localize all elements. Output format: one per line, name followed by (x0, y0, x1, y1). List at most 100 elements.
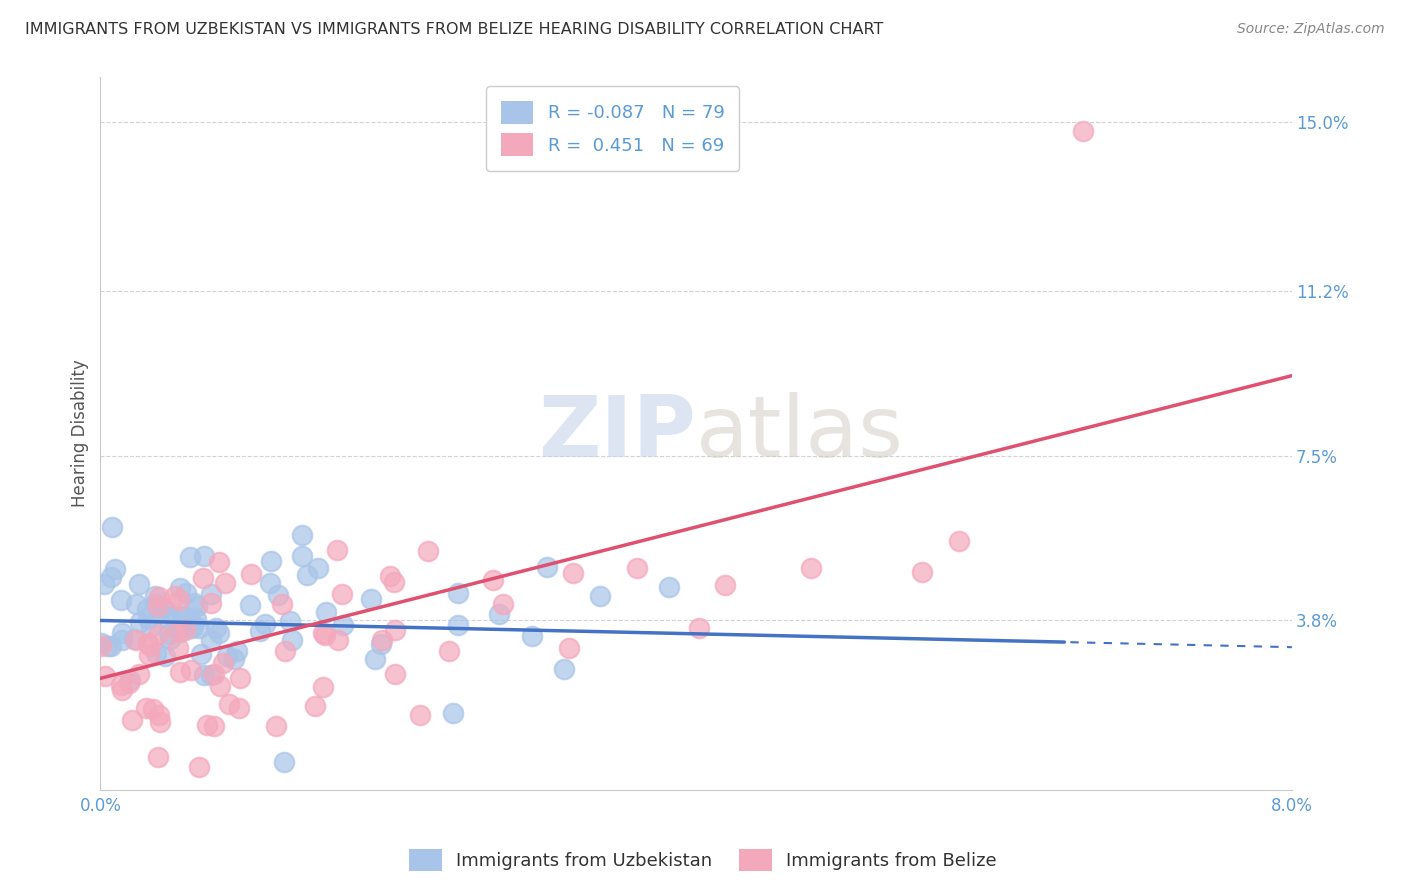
Point (800, 561, 823, 575)
Point (172, 609, 194, 624)
Point (148, 591, 170, 605)
Point (124, 632, 146, 647)
Point (193, 549, 215, 563)
Point (222, 652, 245, 666)
Point (326, 632, 349, 647)
Point (212, 657, 235, 671)
Point (90, 635, 112, 649)
Point (111, 625, 134, 640)
Point (124, 632, 146, 647)
Point (228, 701, 250, 715)
Legend: Immigrants from Uzbekistan, Immigrants from Belize: Immigrants from Uzbekistan, Immigrants f… (402, 842, 1004, 879)
Point (314, 628, 336, 642)
Point (215, 649, 238, 664)
Point (384, 666, 406, 681)
Point (184, 612, 207, 626)
Point (363, 652, 385, 666)
Point (186, 599, 208, 613)
Point (626, 561, 648, 575)
Point (536, 560, 558, 574)
Point (488, 607, 510, 621)
Point (446, 586, 468, 600)
Point (492, 597, 515, 611)
Point (200, 668, 222, 682)
Point (200, 633, 222, 648)
Point (281, 632, 304, 647)
Point (204, 621, 226, 635)
Point (188, 621, 211, 635)
Point (118, 676, 141, 690)
Text: atlas: atlas (696, 392, 904, 475)
Point (169, 665, 191, 679)
Point (110, 678, 132, 692)
Point (200, 596, 222, 610)
Point (157, 611, 180, 625)
Point (948, 534, 970, 549)
Y-axis label: Hearing Disability: Hearing Disability (72, 359, 89, 508)
Point (204, 667, 226, 681)
Point (101, 520, 124, 534)
Point (111, 632, 134, 647)
Point (291, 549, 314, 564)
Point (139, 620, 162, 634)
Point (187, 760, 209, 774)
Point (138, 636, 160, 650)
Point (165, 589, 187, 603)
Point (181, 618, 204, 632)
Point (249, 624, 271, 639)
Point (418, 543, 440, 558)
Point (191, 570, 214, 584)
Point (100, 570, 122, 584)
Point (553, 662, 575, 676)
Point (226, 644, 249, 658)
Point (441, 706, 464, 720)
Point (169, 581, 191, 595)
Point (146, 599, 169, 613)
Point (100, 639, 122, 653)
Point (145, 646, 167, 660)
Point (94, 668, 117, 682)
Point (482, 573, 505, 587)
Point (121, 713, 143, 727)
Point (149, 714, 172, 729)
Point (208, 679, 231, 693)
Point (153, 648, 176, 663)
Point (588, 589, 610, 603)
Point (1073, 124, 1095, 138)
Point (254, 617, 277, 632)
Point (148, 708, 170, 723)
Point (202, 719, 225, 733)
Point (326, 542, 349, 557)
Point (240, 567, 263, 582)
Point (138, 648, 160, 662)
Point (214, 576, 236, 591)
Point (110, 593, 132, 607)
Point (166, 624, 188, 638)
Point (291, 528, 314, 542)
Point (270, 597, 292, 611)
Point (93, 577, 115, 591)
Point (167, 593, 190, 607)
Point (159, 632, 181, 646)
Text: Source: ZipAtlas.com: Source: ZipAtlas.com (1237, 22, 1385, 37)
Point (146, 750, 169, 764)
Point (370, 633, 392, 648)
Point (129, 615, 152, 629)
Point (173, 623, 195, 637)
Point (384, 623, 406, 637)
Point (179, 612, 201, 626)
Point (104, 562, 127, 576)
Point (183, 596, 205, 610)
Point (145, 589, 167, 603)
Text: ZIP: ZIP (538, 392, 696, 475)
Point (239, 598, 262, 612)
Point (330, 587, 353, 601)
Point (148, 607, 170, 621)
Point (118, 673, 141, 687)
Point (97, 639, 120, 653)
Point (200, 586, 222, 600)
Point (172, 609, 194, 624)
Point (111, 683, 134, 698)
Point (312, 625, 335, 640)
Point (312, 680, 335, 694)
